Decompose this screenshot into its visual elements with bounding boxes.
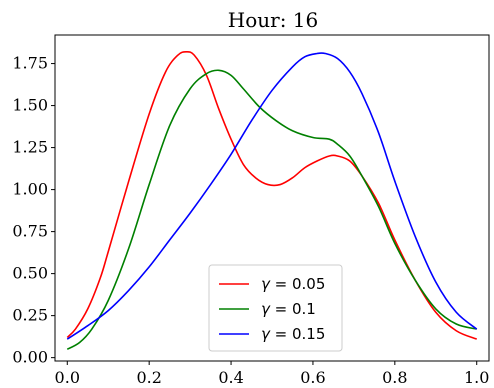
y-tick-label: 0.50 bbox=[12, 264, 48, 283]
legend-label-3: γ = 0.15 bbox=[261, 325, 325, 343]
legend-label-2: γ = 0.1 bbox=[261, 300, 316, 318]
series-line-3 bbox=[66, 52, 478, 340]
y-tick-label: 1.50 bbox=[12, 96, 48, 115]
series-line-2 bbox=[66, 69, 477, 350]
x-tick-label: 0.8 bbox=[382, 368, 407, 387]
y-tick-label: 1.75 bbox=[12, 54, 48, 73]
chart-title: Hour: 16 bbox=[228, 8, 318, 32]
legend-box bbox=[208, 264, 343, 352]
y-tick-label: 0.75 bbox=[12, 222, 48, 241]
plot-frame bbox=[54, 34, 490, 362]
y-tick-label: 0.00 bbox=[12, 348, 48, 367]
legend-label-1: γ = 0.05 bbox=[261, 275, 325, 293]
y-tick-label: 1.00 bbox=[12, 180, 48, 199]
x-tick-label: 0.2 bbox=[136, 368, 161, 387]
series-line-1 bbox=[66, 50, 478, 340]
x-tick-label: 0.0 bbox=[55, 368, 80, 387]
y-tick-label: 1.25 bbox=[12, 138, 48, 157]
x-tick-label: 0.4 bbox=[218, 368, 243, 387]
x-tick-label: 1.0 bbox=[464, 368, 489, 387]
x-tick-label: 0.6 bbox=[300, 368, 325, 387]
legend: γ = 0.05 γ = 0.1 γ = 0.15 bbox=[208, 264, 343, 352]
plot-area bbox=[66, 50, 478, 350]
axes: 0.0 0.2 0.4 0.6 0.8 1.0 0.00 0.25 0.50 0.75 1.00 1.… bbox=[12, 34, 490, 387]
y-tick-label: 0.25 bbox=[12, 306, 48, 325]
